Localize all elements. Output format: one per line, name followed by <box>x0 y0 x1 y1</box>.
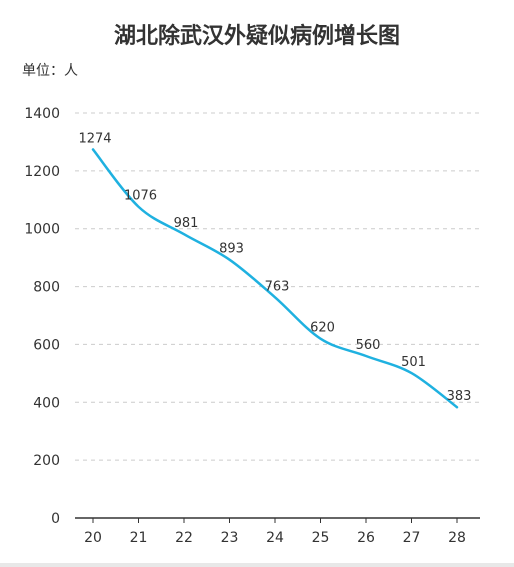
bottom-divider <box>0 563 514 567</box>
y-tick-label: 800 <box>33 280 60 296</box>
data-label: 1274 <box>78 131 111 146</box>
data-label: 560 <box>356 338 381 353</box>
data-label: 620 <box>310 321 335 336</box>
y-tick-label: 400 <box>33 395 60 411</box>
series-line <box>91 148 459 409</box>
x-tick-label: 20 <box>84 530 102 546</box>
x-tick-label: 22 <box>175 530 193 546</box>
series-layer <box>91 148 459 409</box>
data-label: 763 <box>265 279 290 294</box>
y-tick-label: 200 <box>33 453 60 469</box>
y-tick-label: 1200 <box>24 164 60 180</box>
x-tick-label: 23 <box>221 530 239 546</box>
axes: 0 200 400 600 800 1000 1200 1400 20 21 22 23 24 25 26 2… <box>24 106 480 546</box>
data-label: 501 <box>401 355 426 370</box>
data-label: 893 <box>219 242 244 257</box>
y-tick-label: 600 <box>33 337 60 353</box>
y-tick-label: 0 <box>51 511 60 527</box>
x-tick-label: 28 <box>448 530 466 546</box>
x-tick-label: 24 <box>266 530 284 546</box>
y-tick-label: 1000 <box>24 222 60 238</box>
data-label: 981 <box>174 216 199 231</box>
grid-lines <box>75 112 480 461</box>
unit-label: 单位：人 <box>22 63 78 79</box>
data-label: 383 <box>447 389 472 404</box>
chart-title: 湖北除武汉外疑似病例增长图 <box>113 24 400 49</box>
x-tick-label: 26 <box>357 530 375 546</box>
data-labels: 1274 1076 981 893 763 620 560 501 383 <box>78 131 471 404</box>
x-tick-label: 25 <box>312 530 330 546</box>
y-tick-label: 1400 <box>24 106 60 122</box>
x-tick-label: 21 <box>130 530 148 546</box>
x-tick-label: 27 <box>403 530 421 546</box>
data-label: 1076 <box>124 189 157 204</box>
